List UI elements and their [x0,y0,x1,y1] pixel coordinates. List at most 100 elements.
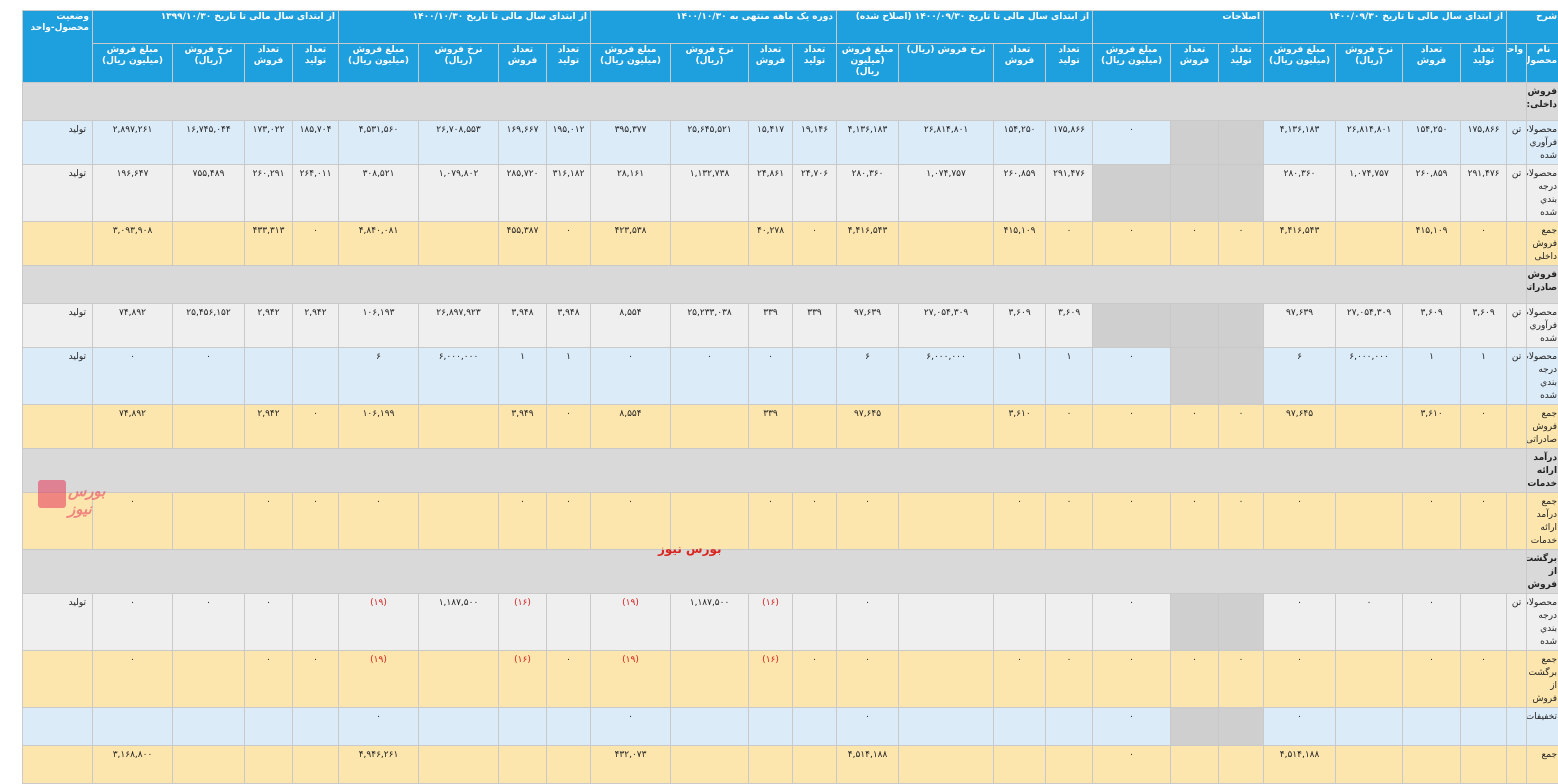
row-status: تولید [23,348,93,405]
subheader-rate-g5: نرخ فروش (ریال) [419,44,499,83]
row-unit: تن [1507,165,1527,222]
value-cell: ۳,۶۰۹ [994,304,1046,348]
value-cell [293,708,339,746]
value-cell: ۹۷,۶۳۹ [1264,304,1336,348]
value-cell [671,405,749,449]
value-cell: ۲۶۰,۸۵۹ [1403,165,1461,222]
value-cell: ۳,۶۰۹ [1046,304,1093,348]
value-cell: ۰ [1171,222,1219,266]
value-cell: ۳۳۹ [749,405,793,449]
row-label: محصولات درجه بندي شده [1527,165,1558,222]
value-cell: ۰ [1264,493,1336,550]
value-cell: ۳,۹۴۸ [547,304,591,348]
value-cell: ۲۸۰,۳۶۰ [837,165,899,222]
value-cell [1219,165,1264,222]
value-cell: ۱,۱۸۷,۵۰۰ [671,594,749,651]
value-cell: ۰ [293,222,339,266]
value-cell: ۳,۰۹۳,۹۰۸ [93,222,173,266]
value-cell [1171,304,1219,348]
value-cell: ۴۳۳,۳۱۳ [245,222,293,266]
value-cell [547,594,591,651]
row-unit [1507,405,1527,449]
value-cell: ۱ [547,348,591,405]
value-cell: ۴,۹۴۶,۲۶۱ [339,746,419,784]
value-cell: ۰ [339,708,419,746]
value-cell: ۰ [1219,405,1264,449]
value-cell: ۰ [339,493,419,550]
value-cell: ۱,۰۷۴,۷۵۷ [899,165,994,222]
value-cell: ۲۶,۸۱۴,۸۰۱ [1336,121,1403,165]
value-cell [1461,746,1507,784]
value-cell: ۲۶۴,۰۱۱ [293,165,339,222]
value-cell: ۱۹۶,۶۴۷ [93,165,173,222]
value-cell [671,493,749,550]
value-cell: ۰ [671,348,749,405]
footer-brand: بورس نیوز [658,542,722,556]
value-cell: ۲۵,۶۴۵,۵۲۱ [671,121,749,165]
value-cell: ۱۹,۱۴۶ [793,121,837,165]
row-label: تخفیفات [1527,708,1558,746]
value-cell [1403,708,1461,746]
value-cell: ۰ [994,651,1046,708]
value-cell: ۲۸۰,۳۶۰ [1264,165,1336,222]
value-cell: ۰ [173,594,245,651]
value-cell: ۰ [293,651,339,708]
value-cell: ۶ [837,348,899,405]
value-cell [1219,348,1264,405]
value-cell: ۳۰۸,۵۲۱ [339,165,419,222]
value-cell: ۰ [293,405,339,449]
value-cell: ۴۲۳,۵۳۸ [591,222,671,266]
value-cell: (۱۹) [339,594,419,651]
row-status [23,222,93,266]
value-cell: ۱ [499,348,547,405]
row-label: جمع برگشت از فروش [1527,651,1558,708]
row-label: محصولات درجه بندي شده [1527,348,1558,405]
header-period-1399-10: از ابتدای سال مالی تا تاریخ ۱۳۹۹/۱۰/۳۰ [93,11,339,44]
value-cell: ۳۱۶,۱۸۲ [547,165,591,222]
value-cell: ۴۱۵,۱۰۹ [994,222,1046,266]
value-cell [1336,222,1403,266]
value-cell [793,594,837,651]
value-cell [547,746,591,784]
row-unit: تن [1507,348,1527,405]
value-cell: ۰ [1219,651,1264,708]
value-cell: ۰ [793,493,837,550]
row-unit: تن [1507,594,1527,651]
value-cell [1336,651,1403,708]
value-cell: ۷۵۵,۴۸۹ [173,165,245,222]
value-cell: ۱ [1046,348,1093,405]
subheader-produce-g3: تعداد تولید [1046,44,1093,83]
value-cell: ۳,۶۱۰ [994,405,1046,449]
value-cell: ۲۸,۱۶۱ [591,165,671,222]
table-row: محصولات درجه بندي شدهتن۰۰۰۰۰(۱۶)۱,۱۸۷,۵۰… [23,594,1558,651]
value-cell [293,594,339,651]
value-cell: ۴,۱۳۶,۱۸۳ [1264,121,1336,165]
value-cell: ۹۷,۶۳۹ [837,304,899,348]
value-cell: ۰ [245,594,293,651]
value-cell: ۲۵,۲۳۳,۰۳۸ [671,304,749,348]
row-unit [1507,651,1527,708]
value-cell: ۹۷,۶۴۵ [837,405,899,449]
value-cell: ۲۴,۷۰۶ [793,165,837,222]
value-cell [1046,746,1093,784]
value-cell: ۱۶۹,۶۶۷ [499,121,547,165]
value-cell: ۲۵,۴۵۶,۱۵۲ [173,304,245,348]
value-cell: ۴۳۲,۰۷۳ [591,746,671,784]
table-row: محصولات فرآوري شدهتن۳,۶۰۹۳,۶۰۹۲۷,۰۵۴,۳۰۹… [23,304,1558,348]
value-cell: ۰ [1093,348,1171,405]
value-cell [245,746,293,784]
value-cell: ۴۱۵,۱۰۹ [1403,222,1461,266]
value-cell [994,708,1046,746]
value-cell: ۴,۱۳۶,۱۸۳ [837,121,899,165]
subheader-sell-g4: تعداد فروش [749,44,793,83]
subheader-produce-g2: تعداد تولید [1219,44,1264,83]
row-label: درآمد ارائه خدمات: [1527,449,1558,493]
value-cell: ۳,۶۱۰ [1403,405,1461,449]
value-cell: ۰ [293,493,339,550]
section-fill [23,83,1527,121]
value-cell [994,746,1046,784]
